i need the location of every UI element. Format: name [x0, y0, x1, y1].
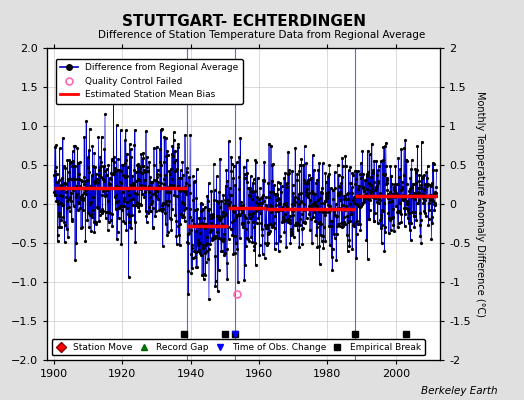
Text: Difference of Station Temperature Data from Regional Average: Difference of Station Temperature Data f… — [99, 30, 425, 40]
Y-axis label: Monthly Temperature Anomaly Difference (°C): Monthly Temperature Anomaly Difference (… — [475, 91, 485, 317]
Legend: Station Move, Record Gap, Time of Obs. Change, Empirical Break: Station Move, Record Gap, Time of Obs. C… — [52, 339, 425, 356]
Text: Berkeley Earth: Berkeley Earth — [421, 386, 498, 396]
Title: STUTTGART- ECHTERDINGEN: STUTTGART- ECHTERDINGEN — [122, 14, 366, 29]
